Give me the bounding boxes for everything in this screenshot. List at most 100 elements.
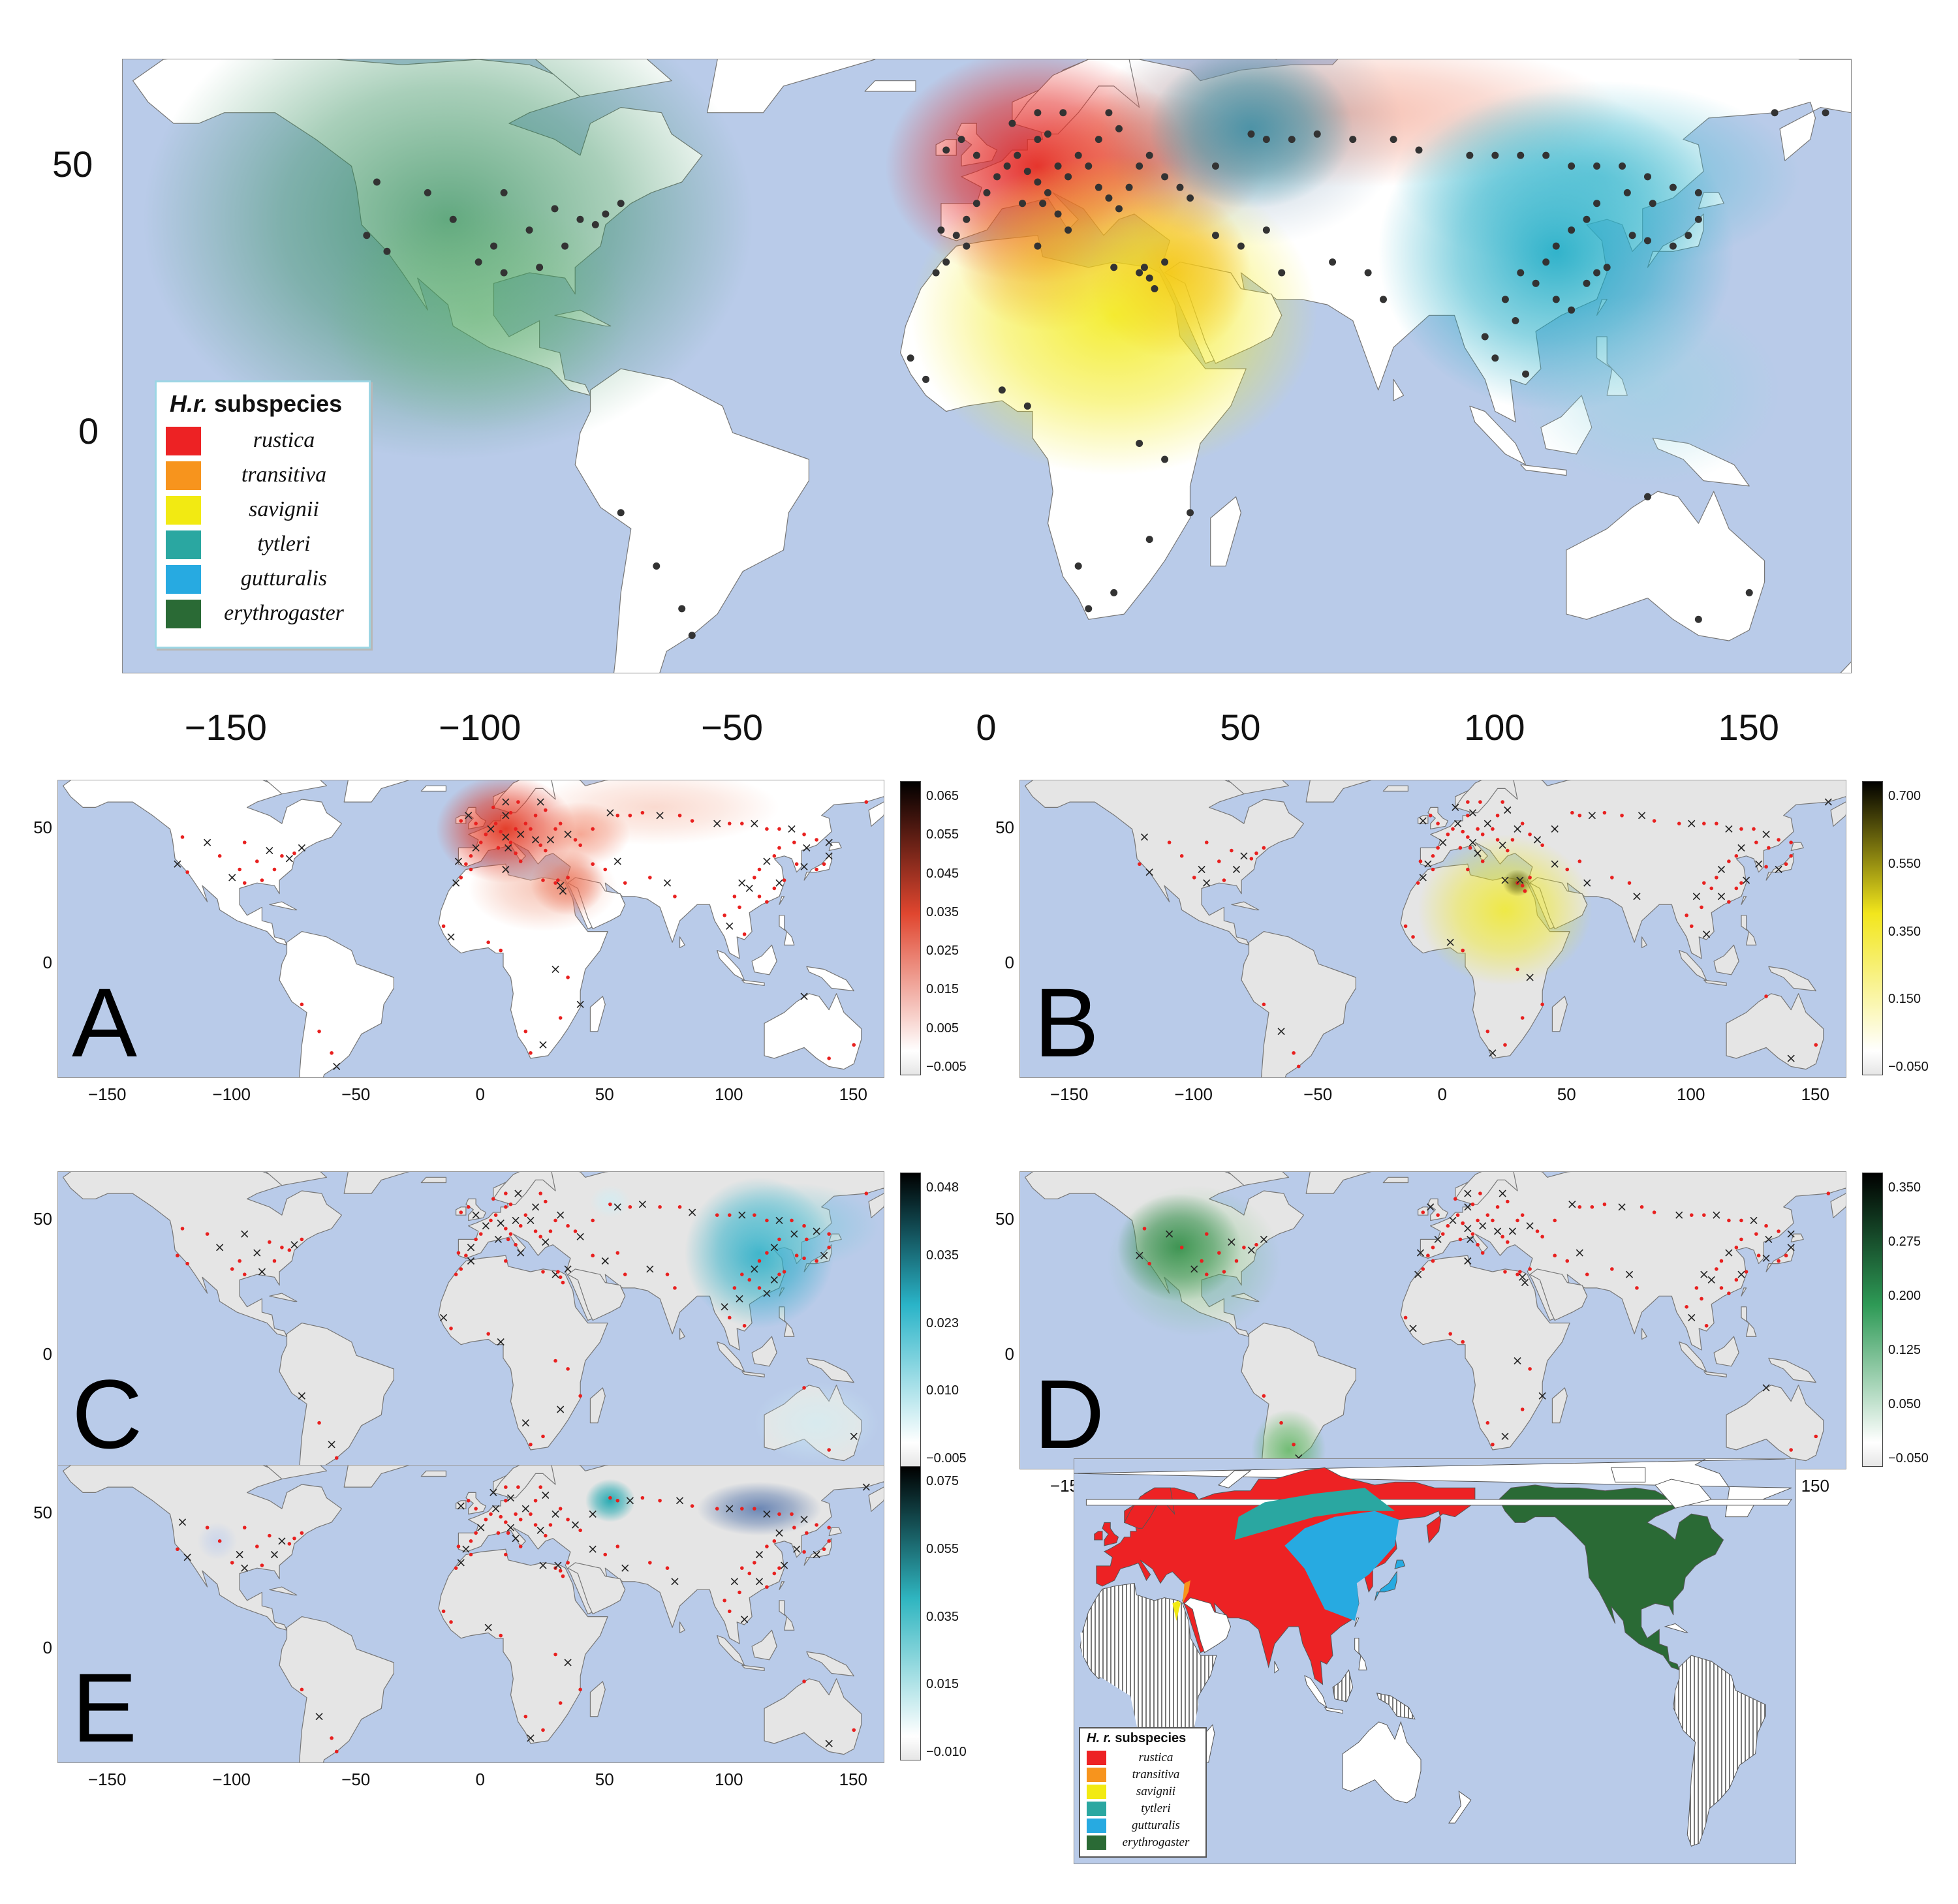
sampling-site-point bbox=[1480, 859, 1485, 863]
sampling-site-point bbox=[772, 886, 777, 891]
reference-site-cross bbox=[1521, 1279, 1529, 1287]
reference-site-cross bbox=[1409, 1325, 1417, 1332]
sampling-site-point bbox=[1685, 1305, 1688, 1309]
sampling-site-point bbox=[523, 1213, 528, 1217]
sampling-site-point bbox=[514, 1512, 518, 1516]
sampling-site-point bbox=[541, 1434, 545, 1439]
sampling-site-point bbox=[1694, 215, 1702, 223]
panel-x-tick-label: 50 bbox=[595, 1084, 614, 1104]
sampling-site-point bbox=[514, 827, 518, 831]
sampling-site-point bbox=[1512, 317, 1519, 325]
landmass-baffin bbox=[1228, 780, 1290, 795]
panel-C-map bbox=[57, 1171, 884, 1469]
landmass-philippines bbox=[1354, 1638, 1367, 1670]
sampling-site-point bbox=[1495, 1205, 1500, 1209]
reference-site-cross bbox=[298, 1392, 305, 1400]
sampling-site-point bbox=[1470, 1232, 1475, 1236]
sampling-site-point bbox=[242, 881, 247, 885]
colorbar-tick-label: 0.150 bbox=[1888, 992, 1921, 1007]
density-blob bbox=[530, 802, 630, 867]
sampling-site-point bbox=[715, 1507, 719, 1511]
panel-B-map bbox=[1019, 780, 1846, 1078]
reference-site-cross bbox=[241, 1230, 249, 1238]
sampling-site-point bbox=[1480, 832, 1485, 837]
landmass-philippines bbox=[1741, 1306, 1757, 1337]
landmass-britain bbox=[1427, 806, 1449, 830]
landmass-madagascar bbox=[1210, 496, 1242, 567]
landmass-greenland bbox=[706, 59, 876, 114]
colorbar-tick-label: 0.350 bbox=[1888, 924, 1921, 939]
reference-site-cross bbox=[671, 1578, 679, 1586]
reference-site-cross bbox=[1424, 860, 1432, 868]
landmass-nz bbox=[1448, 1790, 1472, 1824]
sampling-site-point bbox=[533, 1229, 538, 1233]
sampling-site-point bbox=[1689, 924, 1694, 929]
sampling-site-point bbox=[1242, 1246, 1246, 1250]
reference-site-cross bbox=[825, 852, 833, 860]
reference-site-cross bbox=[1762, 1384, 1770, 1392]
sampling-site-point bbox=[765, 1585, 769, 1589]
main-x-tick-label: 0 bbox=[976, 707, 997, 748]
sampling-site-point bbox=[1826, 1191, 1831, 1195]
sampling-site-point bbox=[518, 1517, 523, 1522]
range-legend-label-tytleri: tytleri bbox=[1141, 1802, 1171, 1815]
reference-site-cross bbox=[482, 1222, 489, 1230]
landmass-java bbox=[741, 1371, 765, 1377]
sampling-site-point bbox=[640, 1496, 645, 1500]
panel-letter: D bbox=[1034, 1359, 1105, 1469]
reference-site-cross bbox=[502, 833, 510, 841]
sampling-site-point bbox=[536, 264, 544, 271]
sampling-site-point bbox=[1523, 889, 1527, 893]
landmass-borneo bbox=[751, 1336, 777, 1367]
panel-y-tick-label: 0 bbox=[42, 1638, 52, 1658]
reference-site-cross bbox=[825, 1740, 833, 1747]
reference-site-cross bbox=[457, 1559, 465, 1567]
sampling-site-point bbox=[591, 1253, 595, 1258]
reference-site-cross bbox=[626, 1497, 634, 1505]
reference-site-cross bbox=[775, 879, 783, 887]
reference-site-cross bbox=[557, 1405, 565, 1413]
sampling-site-point bbox=[1023, 168, 1031, 176]
sampling-site-point bbox=[1476, 1242, 1480, 1247]
reference-site-cross bbox=[1765, 1235, 1773, 1243]
sampling-site-point bbox=[544, 848, 548, 853]
panel-x-tick-label: 50 bbox=[595, 1770, 614, 1789]
landmass-ng bbox=[1768, 1357, 1816, 1383]
sampling-site-point bbox=[523, 1029, 528, 1034]
sampling-site-point bbox=[1777, 1259, 1780, 1263]
sampling-site-point bbox=[558, 1507, 563, 1511]
reference-site-cross bbox=[447, 933, 455, 941]
sampling-site-point bbox=[1455, 1213, 1460, 1217]
landmass-srilanka bbox=[679, 936, 685, 949]
density-layer bbox=[590, 1177, 879, 1464]
sampling-site-point bbox=[561, 1574, 565, 1578]
landmass-hokkaido bbox=[1790, 1233, 1804, 1243]
sampling-site-point bbox=[373, 178, 381, 186]
density-blob bbox=[1251, 1409, 1326, 1469]
sampling-site-point bbox=[1739, 1237, 1743, 1242]
sampling-site-point bbox=[1254, 851, 1258, 855]
colorbar-tick-label: 0.065 bbox=[926, 789, 959, 803]
sampling-site-point bbox=[242, 840, 247, 844]
sampling-site-point bbox=[1639, 1205, 1644, 1209]
density-blob bbox=[590, 1185, 630, 1218]
density-blob bbox=[1393, 80, 1801, 273]
sampling-site-point bbox=[1620, 813, 1624, 818]
sampling-site-point bbox=[772, 1539, 777, 1543]
sampling-site-point bbox=[541, 1270, 545, 1274]
reference-site-cross bbox=[328, 1441, 335, 1449]
landmass-namerica bbox=[62, 780, 342, 945]
sampling-site-point bbox=[1476, 827, 1480, 831]
sampling-site-point bbox=[802, 1680, 806, 1683]
reference-site-cross bbox=[770, 1276, 778, 1284]
sampling-site-point bbox=[1461, 1221, 1465, 1225]
reference-site-cross bbox=[1190, 1265, 1198, 1273]
reference-site-cross bbox=[539, 1561, 547, 1569]
landmass-iceland bbox=[420, 1176, 447, 1184]
reference-site-cross bbox=[1638, 812, 1646, 820]
sampling-site-point bbox=[1403, 1315, 1408, 1320]
landmass-novaya bbox=[1217, 1470, 1252, 1488]
reference-site-cross bbox=[1452, 803, 1459, 811]
reference-site-cross bbox=[204, 838, 211, 846]
sampling-site-point bbox=[242, 1272, 247, 1276]
